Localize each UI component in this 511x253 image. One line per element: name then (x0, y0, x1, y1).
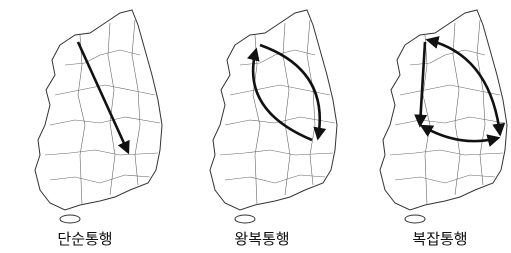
figure: 단순통행 왕복통행 복잡통행 (0, 0, 511, 253)
map (35, 10, 162, 223)
map (380, 10, 507, 223)
panel-label: 단순통행 (57, 230, 112, 248)
panel-label: 복잡통행 (412, 230, 467, 248)
panel-label: 왕복통행 (234, 230, 289, 248)
